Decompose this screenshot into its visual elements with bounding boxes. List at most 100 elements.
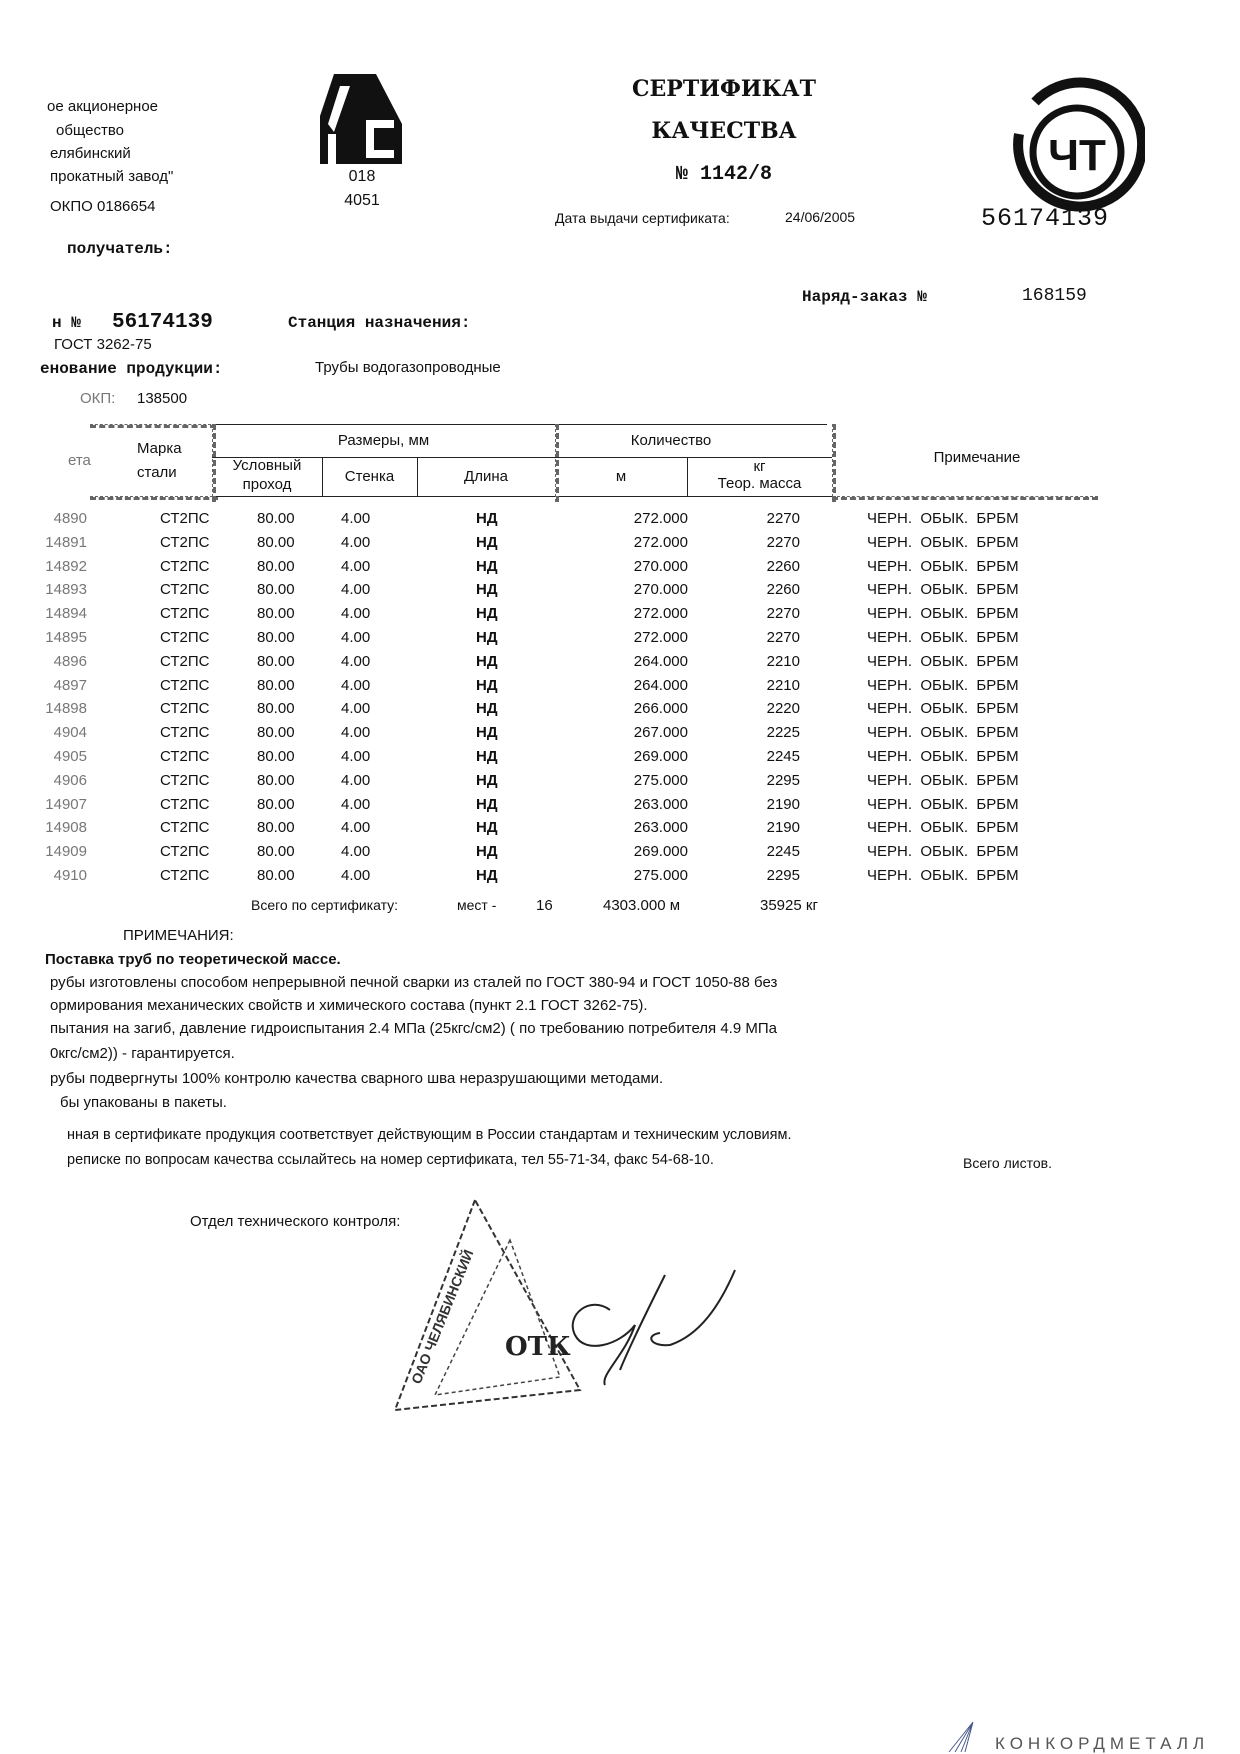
gost: ГОСТ 3262-75 [54, 336, 152, 353]
cell-wall: 4.00 [341, 581, 371, 599]
signature [571, 1269, 736, 1386]
cell-meters: 269.000 [633, 843, 688, 861]
cell-nominal: 80.00 [257, 700, 295, 718]
cell-steel: СТ2ПС [160, 700, 210, 718]
cell-note: ЧЕРН. ОБЫК. БРБМ [867, 605, 1019, 623]
header-nominal-1: Условный [232, 457, 302, 474]
org-line-4: прокатный завод" [50, 168, 174, 185]
emblem-number: 56174139 [981, 204, 1110, 233]
cell-nominal: 80.00 [257, 748, 295, 765]
emblem-letters: ЧТ [1048, 131, 1106, 180]
cell-kg: 2210 [766, 652, 800, 670]
cell-kg: 2225 [766, 724, 800, 742]
cell-steel: СТ2ПС [160, 533, 210, 551]
table-row: 14898 СТ2ПС 80.00 4.00 НД 266.000 2220 ЧЕРН. ОБ… [0, 700, 1240, 720]
stamp-center-text: ОТК [505, 1332, 571, 1362]
cell-nominal: 80.00 [257, 843, 295, 861]
cell-meters: 269.000 [633, 748, 688, 765]
stamp-ring-text: ОАО ЧЕЛЯБИНСКИЙ [407, 1247, 476, 1386]
cell-nominal: 80.00 [257, 676, 295, 694]
cell-meters: 272.000 [633, 510, 688, 527]
cell-batch: 14909 [45, 843, 87, 861]
note-line-4: пытания на загиб, давление гидроиспытани… [50, 1020, 777, 1037]
table-row: 14907 СТ2ПС 80.00 4.00 НД 263.000 2190 ЧЕРН. ОБ… [0, 796, 1240, 816]
cell-batch: 14891 [45, 533, 87, 551]
cell-length: НД [476, 533, 498, 551]
certificate-number: № 1142/8 [675, 163, 772, 186]
station-label: Станция назначения: [288, 314, 471, 332]
cell-meters: 270.000 [633, 557, 688, 575]
wagon-label: н № [52, 314, 81, 332]
cell-batch: 4905 [53, 748, 87, 765]
mmk-logo [320, 74, 402, 164]
cell-meters: 275.000 [633, 771, 688, 789]
cell-note: ЧЕРН. ОБЫК. БРБМ [867, 676, 1019, 694]
cell-length: НД [476, 795, 498, 813]
cell-nominal: 80.00 [257, 724, 295, 742]
cell-steel: СТ2ПС [160, 629, 210, 646]
otk-stamp: ОТК ОАО ЧЕЛЯБИНСКИЙ [393, 1197, 736, 1412]
issue-date-label: Дата выдачи сертификата: [555, 210, 730, 226]
cell-steel: СТ2ПС [160, 652, 210, 670]
org-line-3: елябинский [50, 145, 131, 162]
cell-steel: СТ2ПС [160, 605, 210, 623]
table-row: 4910 СТ2ПС 80.00 4.00 НД 275.000 2295 ЧЕРН. ОБЫ… [0, 867, 1240, 887]
cell-wall: 4.00 [341, 700, 371, 718]
cell-length: НД [476, 771, 498, 789]
cell-meters: 263.000 [633, 819, 688, 837]
cell-kg: 2220 [766, 700, 800, 718]
cell-batch: 4890 [53, 510, 87, 527]
header-nominal-2: проход [242, 476, 292, 493]
cell-wall: 4.00 [341, 819, 371, 837]
cell-wall: 4.00 [341, 557, 371, 575]
cell-nominal: 80.00 [257, 510, 295, 527]
total-places: 16 [536, 897, 553, 914]
otk-label: Отдел технического контроля: [190, 1213, 401, 1230]
cell-batch: 14895 [45, 629, 87, 646]
header-steel-1: Марка [137, 440, 182, 457]
table-row: 14894 СТ2ПС 80.00 4.00 НД 272.000 2270 ЧЕРН. ОБ… [0, 605, 1240, 625]
notes-heading: ПРИМЕЧАНИЯ: [123, 927, 234, 944]
cell-length: НД [476, 843, 498, 861]
cell-nominal: 80.00 [257, 557, 295, 575]
cell-kg: 2190 [766, 795, 800, 813]
cell-batch: 14907 [45, 795, 87, 813]
cell-kg: 2270 [766, 533, 800, 551]
cell-note: ЧЕРН. ОБЫК. БРБМ [867, 510, 1019, 527]
note-line-7: бы упакованы в пакеты. [60, 1094, 227, 1111]
cell-meters: 272.000 [633, 629, 688, 646]
org-okpo: ОКПО 0186654 [50, 198, 156, 215]
cell-note: ЧЕРН. ОБЫК. БРБМ [867, 771, 1019, 789]
wagon-number: 56174139 [112, 311, 213, 334]
note-line-5: 0кгс/см2)) - гарантируется. [50, 1045, 235, 1062]
conformity-line-2: реписке по вопросам качества ссылайтесь … [67, 1152, 714, 1168]
table-row: 14895 СТ2ПС 80.00 4.00 НД 272.000 2270 ЧЕРН. ОБ… [0, 629, 1240, 649]
cell-length: НД [476, 867, 498, 884]
total-kg: 35925 кг [760, 897, 818, 914]
cell-wall: 4.00 [341, 533, 371, 551]
certificate-title-1: СЕРТИФИКАТ [632, 76, 816, 102]
cell-nominal: 80.00 [257, 867, 295, 884]
table-row: 4890 СТ2ПС 80.00 4.00 НД 272.000 2270 ЧЕРН. ОБЫ… [0, 510, 1240, 530]
table-row: 14909 СТ2ПС 80.00 4.00 НД 269.000 2245 ЧЕРН. ОБ… [0, 843, 1240, 863]
cell-kg: 2210 [766, 676, 800, 694]
cell-batch: 14894 [45, 605, 87, 623]
cell-note: ЧЕРН. ОБЫК. БРБМ [867, 843, 1019, 861]
note-line-3: ормирования механических свойств и химич… [50, 997, 648, 1014]
cell-length: НД [476, 724, 498, 742]
cell-steel: СТ2ПС [160, 581, 210, 599]
cell-batch: 14893 [45, 581, 87, 599]
cell-length: НД [476, 510, 498, 527]
cell-batch: 14898 [45, 700, 87, 718]
cell-steel: СТ2ПС [160, 557, 210, 575]
cell-wall: 4.00 [341, 605, 371, 623]
cell-batch: 14908 [45, 819, 87, 837]
org-line-2: общество [56, 122, 124, 139]
header-sizes: Размеры, мм [337, 432, 430, 449]
cell-length: НД [476, 700, 498, 718]
recipient-label: получатель: [67, 240, 173, 258]
cell-length: НД [476, 557, 498, 575]
cell-wall: 4.00 [341, 652, 371, 670]
cell-kg: 2190 [766, 819, 800, 837]
cell-meters: 264.000 [633, 676, 688, 694]
